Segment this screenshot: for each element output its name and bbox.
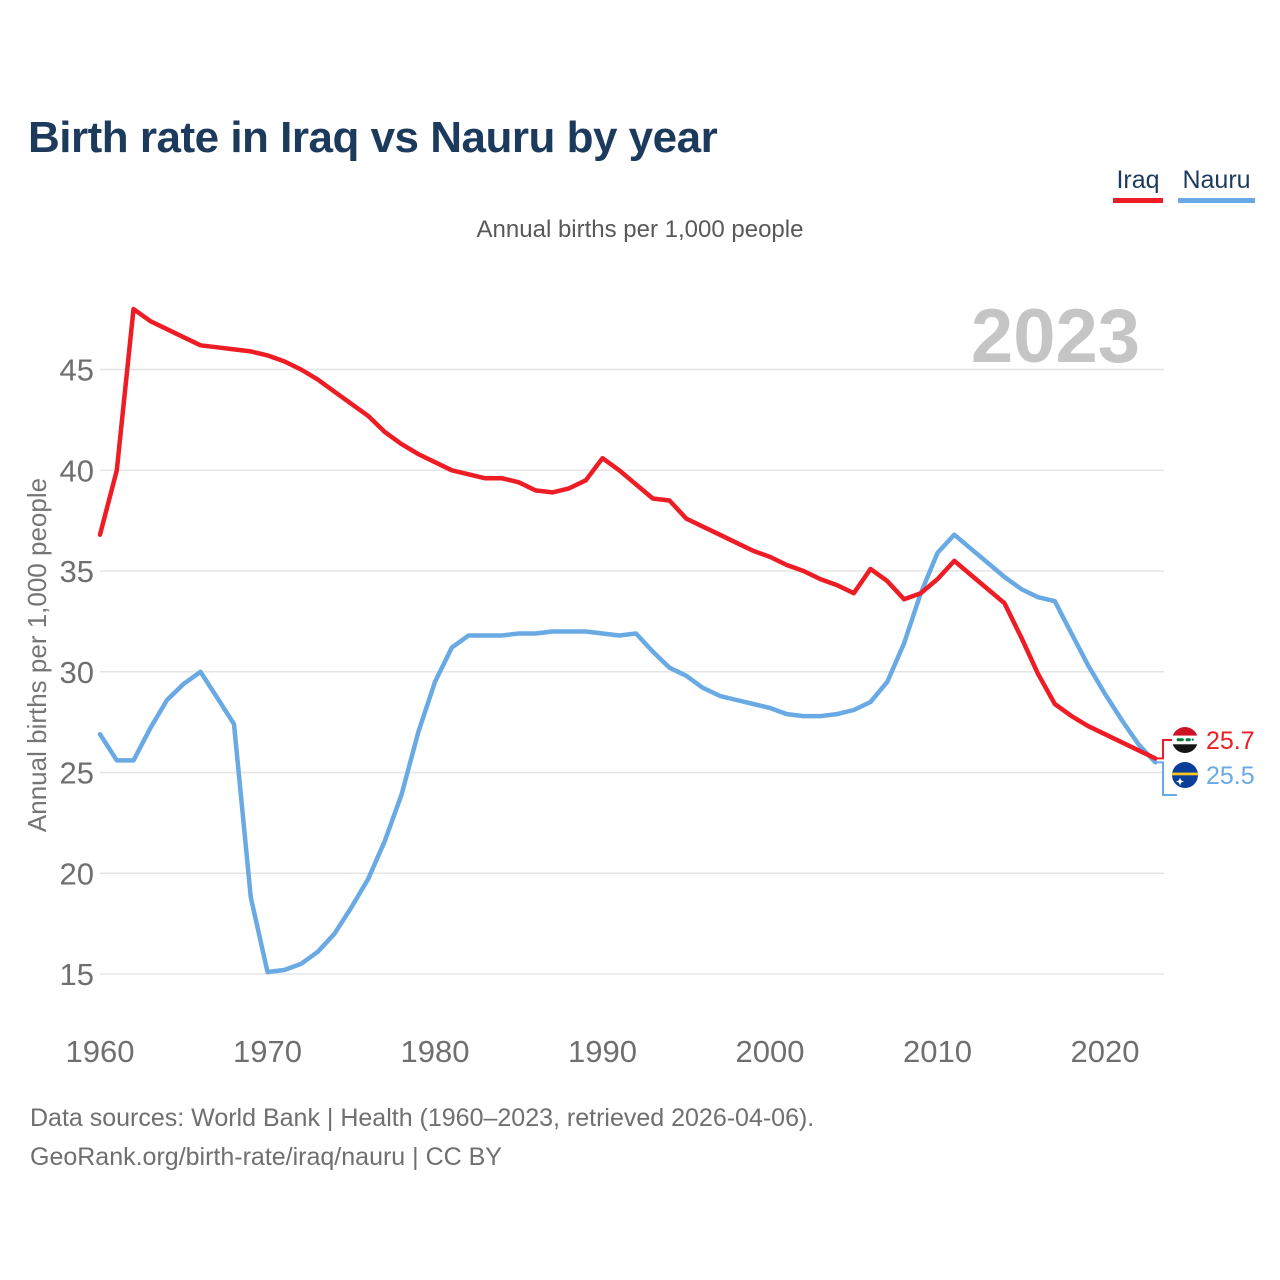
footer-data-sources: Data sources: World Bank | Health (1960–… (30, 1104, 815, 1132)
x-tick-label: 2020 (1071, 1034, 1140, 1069)
y-axis-title: Annual births per 1,000 people (22, 478, 52, 832)
x-tick-label: 1970 (233, 1034, 302, 1069)
x-axis-tick-labels: 1960 1970 1980 1990 2000 2010 2020 (66, 1034, 1140, 1069)
x-tick-label: 1980 (401, 1034, 470, 1069)
x-tick-label: 2010 (903, 1034, 972, 1069)
x-tick-label: 1960 (66, 1034, 135, 1069)
y-axis-tick-labels: 15 20 25 30 35 40 45 (60, 353, 94, 993)
page-title: Birth rate in Iraq vs Nauru by year (28, 113, 718, 163)
y-tick-label: 45 (60, 353, 94, 388)
x-tick-label: 2000 (736, 1034, 805, 1069)
y-tick-label: 30 (60, 655, 94, 690)
y-tick-label: 25 (60, 756, 94, 791)
y-tick-label: 20 (60, 856, 94, 891)
chart-lines (97, 306, 1158, 975)
nauru-connector-line (1155, 761, 1177, 796)
legend: Iraq Nauru (0, 166, 1280, 203)
y-tick-label: 40 (60, 453, 94, 488)
x-tick-label: 1990 (568, 1034, 637, 1069)
nauru-line (97, 532, 1158, 975)
y-tick-label: 15 (60, 957, 94, 992)
footer-attribution[interactable]: GeoRank.org/birth-rate/iraq/nauru | CC B… (30, 1143, 502, 1171)
watermark-year: 2023 (971, 294, 1140, 379)
chart-subtitle: Annual births per 1,000 people (476, 216, 804, 243)
iraq-line (97, 306, 1158, 761)
legend-item-nauru[interactable]: Nauru (1178, 166, 1255, 203)
gridlines (100, 368, 1164, 975)
end-label-nauru-value: 25.5 (1206, 762, 1255, 790)
nauru-flag-icon (1172, 762, 1198, 788)
iraq-connector-line (1155, 739, 1172, 760)
iraq-flag-icon (1172, 727, 1198, 753)
legend-item-iraq[interactable]: Iraq (1113, 166, 1163, 203)
end-label-iraq-value: 25.7 (1206, 727, 1255, 755)
y-tick-label: 35 (60, 554, 94, 589)
end-label-connectors (1155, 739, 1177, 796)
